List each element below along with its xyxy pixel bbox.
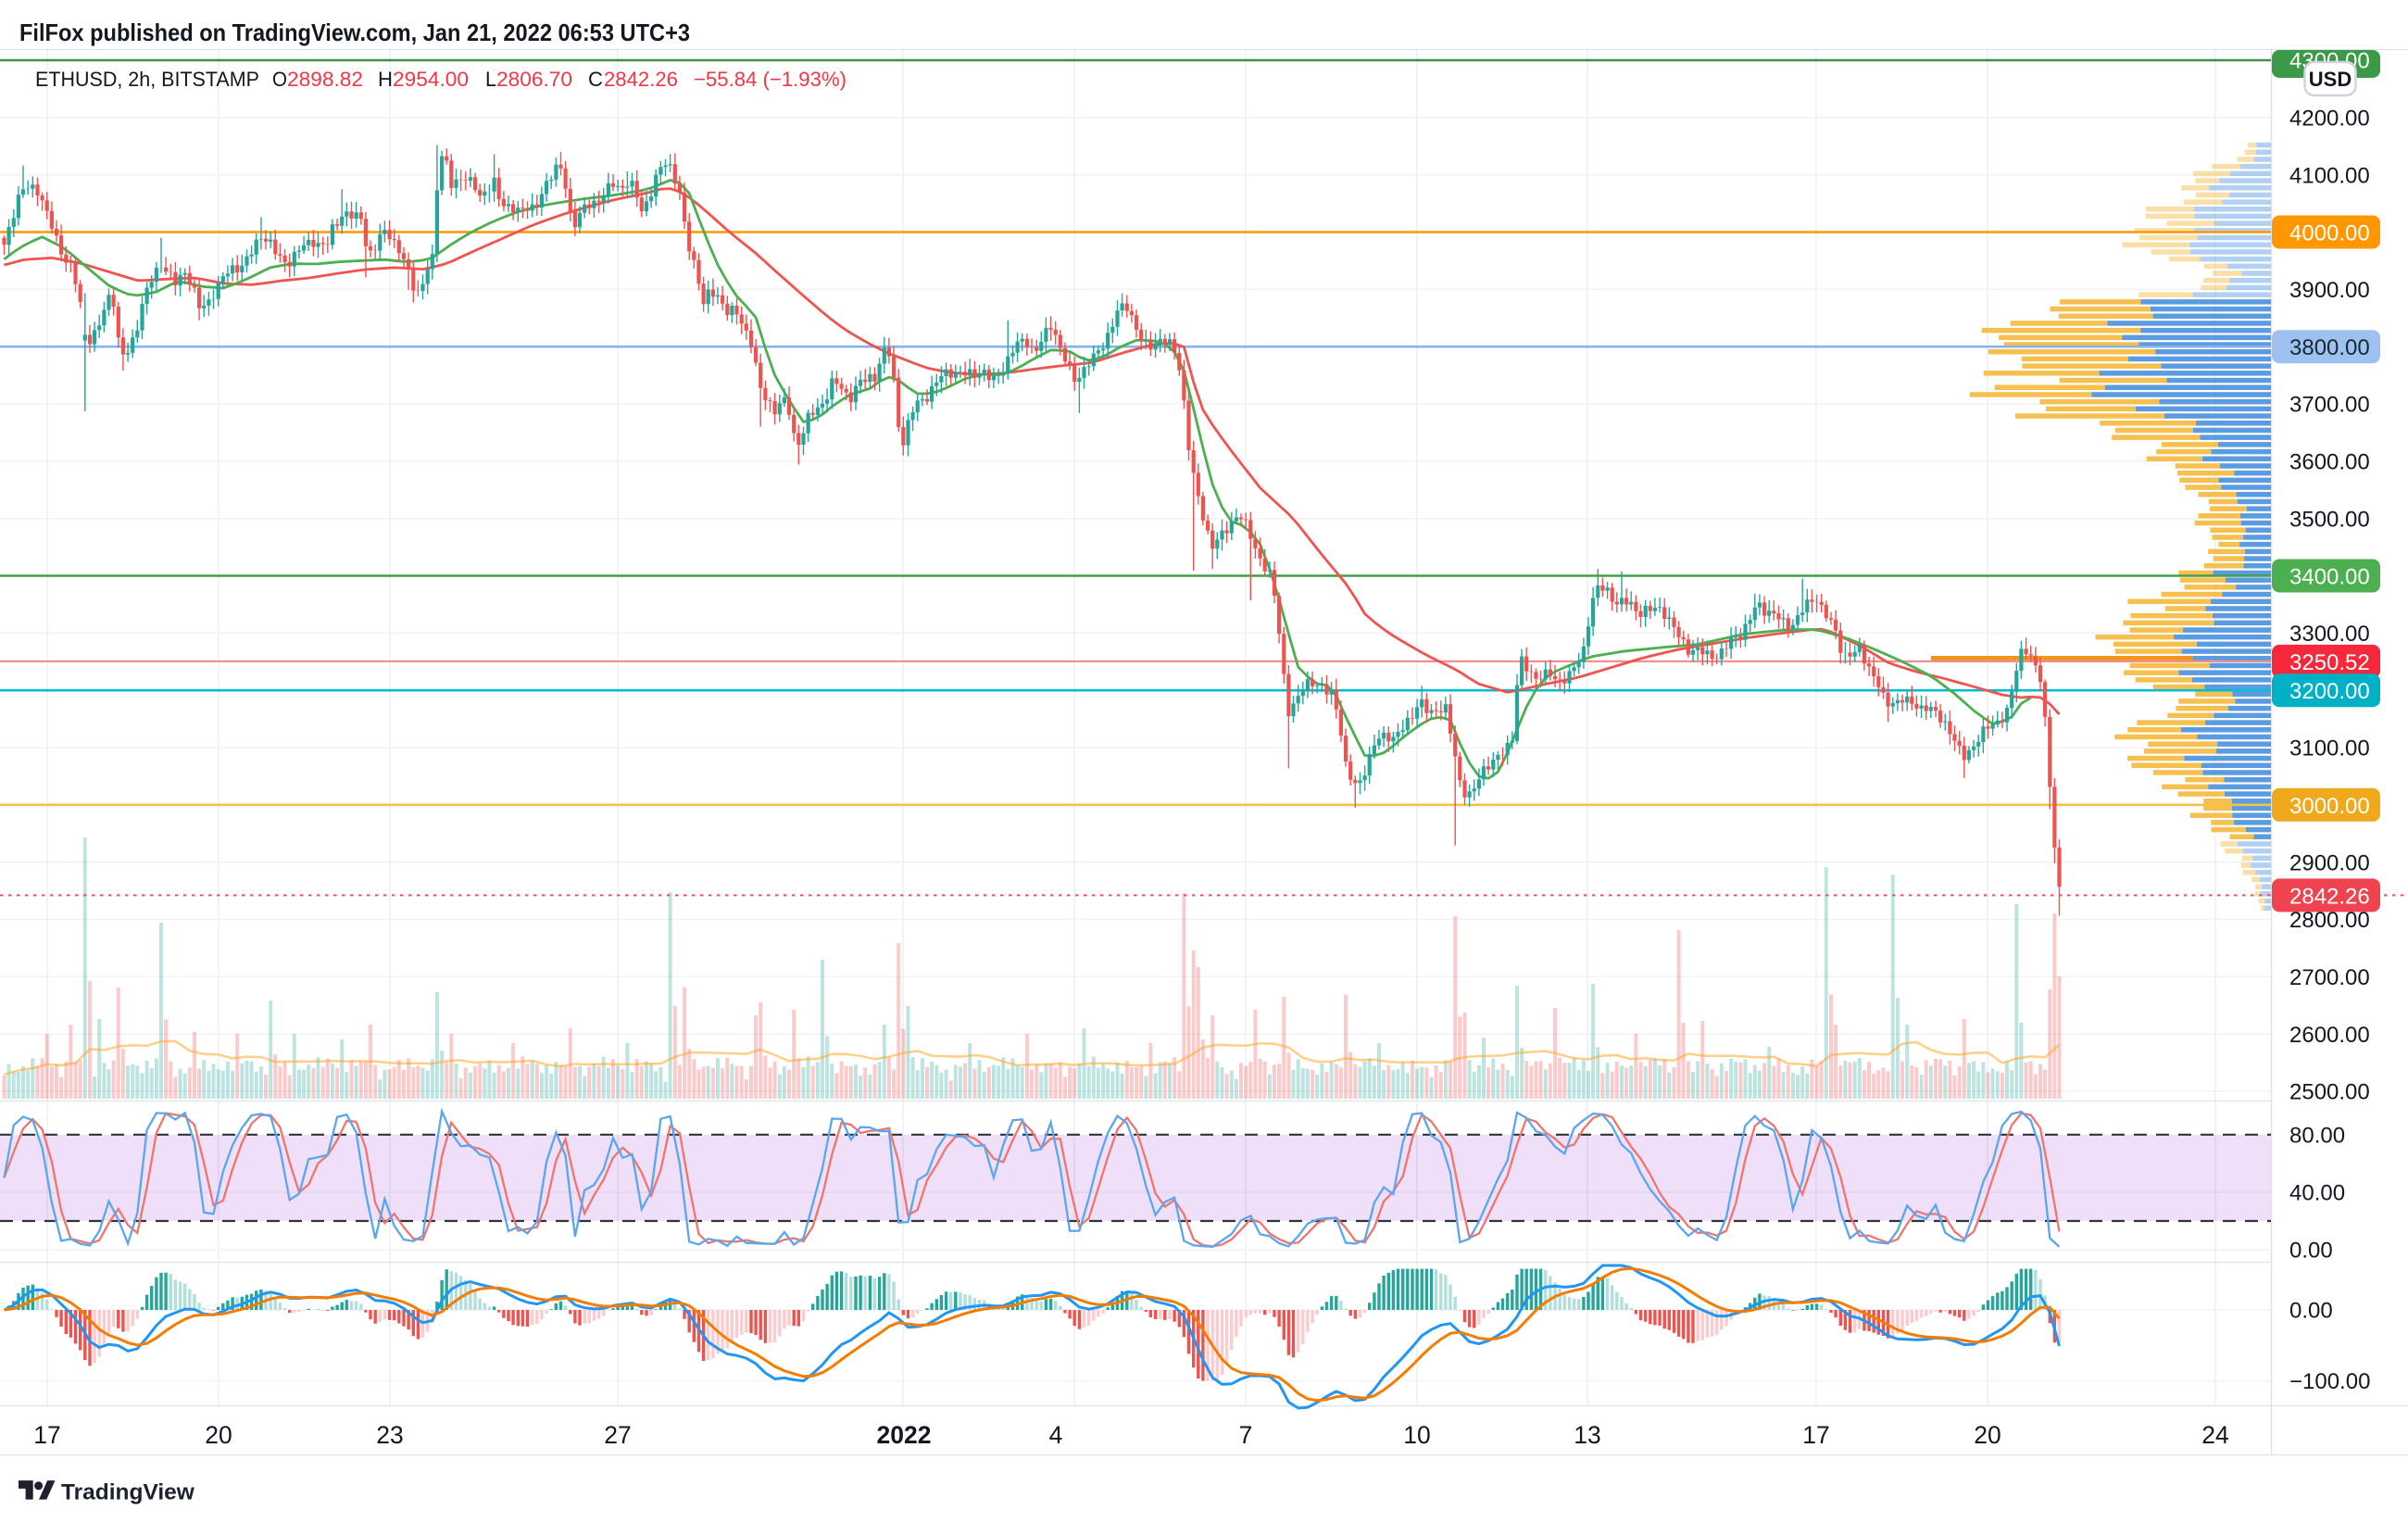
svg-text:20: 20 [1974, 1421, 2000, 1449]
svg-text:TradingView: TradingView [61, 1480, 195, 1505]
svg-text:O: O [272, 68, 287, 91]
svg-text:3500.00: 3500.00 [2289, 507, 2370, 532]
svg-text:2898.82: 2898.82 [287, 68, 363, 91]
svg-text:2022: 2022 [877, 1421, 932, 1449]
svg-text:−55.84 (−1.93%): −55.84 (−1.93%) [694, 68, 847, 91]
svg-text:2500.00: 2500.00 [2289, 1080, 2370, 1105]
svg-text:17: 17 [33, 1421, 60, 1449]
svg-text:24: 24 [2201, 1421, 2228, 1449]
svg-text:2842.26: 2842.26 [2289, 884, 2370, 909]
svg-text:3250.52: 3250.52 [2289, 650, 2370, 675]
svg-text:3100.00: 3100.00 [2289, 736, 2370, 762]
svg-text:FilFox published on TradingVie: FilFox published on TradingView.com, Jan… [19, 19, 690, 46]
svg-text:23: 23 [376, 1421, 403, 1449]
svg-text:3600.00: 3600.00 [2289, 450, 2370, 475]
svg-text:0.00: 0.00 [2289, 1239, 2333, 1264]
svg-text:ETHUSD, 2h, BITSTAMP: ETHUSD, 2h, BITSTAMP [35, 68, 259, 91]
svg-text:2700.00: 2700.00 [2289, 965, 2370, 990]
svg-text:4000.00: 4000.00 [2289, 221, 2370, 246]
svg-text:2600.00: 2600.00 [2289, 1023, 2370, 1048]
svg-text:2900.00: 2900.00 [2289, 850, 2370, 875]
svg-text:2842.26: 2842.26 [604, 68, 678, 91]
svg-text:3000.00: 3000.00 [2289, 794, 2370, 819]
svg-text:USD: USD [2309, 68, 2352, 91]
svg-text:C: C [588, 68, 603, 91]
svg-text:7: 7 [1239, 1421, 1253, 1449]
svg-text:40.00: 40.00 [2289, 1181, 2345, 1206]
svg-text:0.00: 0.00 [2289, 1299, 2333, 1324]
svg-text:20: 20 [205, 1421, 232, 1449]
svg-text:2954.00: 2954.00 [393, 68, 469, 91]
svg-text:4100.00: 4100.00 [2289, 163, 2370, 188]
svg-text:4200.00: 4200.00 [2289, 107, 2370, 132]
svg-text:3700.00: 3700.00 [2289, 393, 2370, 418]
svg-text:3200.00: 3200.00 [2289, 679, 2370, 704]
svg-text:L: L [485, 68, 496, 91]
svg-text:H: H [378, 68, 393, 91]
svg-text:4: 4 [1049, 1421, 1063, 1449]
svg-text:3800.00: 3800.00 [2289, 335, 2370, 360]
svg-text:13: 13 [1574, 1421, 1600, 1449]
svg-text:3900.00: 3900.00 [2289, 278, 2370, 303]
svg-text:2800.00: 2800.00 [2289, 908, 2370, 933]
svg-text:27: 27 [604, 1421, 631, 1449]
svg-text:80.00: 80.00 [2289, 1124, 2345, 1149]
svg-text:3300.00: 3300.00 [2289, 622, 2370, 647]
svg-text:2806.70: 2806.70 [496, 68, 572, 91]
svg-text:3400.00: 3400.00 [2289, 565, 2370, 590]
svg-text:10: 10 [1403, 1421, 1430, 1449]
svg-text:17: 17 [1802, 1421, 1829, 1449]
svg-text:−100.00: −100.00 [2289, 1369, 2370, 1394]
